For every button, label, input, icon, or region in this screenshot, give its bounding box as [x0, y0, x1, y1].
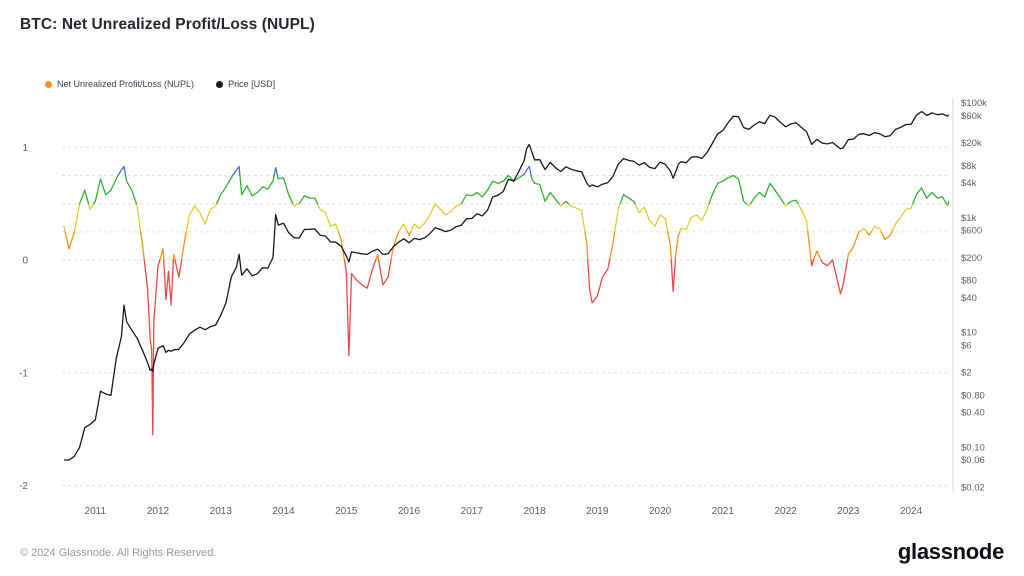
x-axis-tick: 2022 — [774, 506, 797, 517]
right-axis-tick: $10 — [961, 328, 977, 339]
legend-label: Net Unrealized Profit/Loss (NUPL) — [57, 79, 195, 89]
right-axis-tick: $0.06 — [961, 455, 985, 466]
x-axis-tick: 2016 — [398, 506, 421, 517]
nupl-line — [78, 174, 950, 205]
right-axis-tick: $2 — [961, 368, 972, 379]
right-axis-tick: $40 — [961, 293, 977, 304]
x-axis-tick: 2011 — [85, 506, 107, 517]
legend-item[interactable]: Price [USD] — [216, 79, 275, 89]
legend-label: Price [USD] — [228, 79, 276, 89]
x-axis-tick: 2021 — [712, 506, 735, 517]
x-axis-tick: 2012 — [147, 506, 170, 517]
x-axis-tick: 2019 — [586, 506, 609, 517]
left-axis-tick: -2 — [19, 481, 28, 492]
plot-area[interactable] — [62, 100, 950, 490]
right-axis-tick: $80 — [961, 276, 977, 287]
page-title: BTC: Net Unrealized Profit/Loss (NUPL) — [20, 16, 315, 33]
right-axis-tick: $20k — [961, 138, 982, 149]
right-axis-tick: $4k — [961, 178, 977, 189]
nupl-line — [64, 231, 893, 261]
price-line — [63, 110, 950, 461]
nupl-line — [63, 203, 949, 233]
right-axis-tick: $100k — [961, 98, 987, 109]
x-axis-tick: 2023 — [837, 506, 860, 517]
copyright-text: © 2024 Glassnode. All Rights Reserved. — [20, 547, 217, 559]
x-axis-tick: 2018 — [523, 506, 546, 517]
left-axis-tick: 0 — [22, 256, 28, 267]
x-axis-tick: 2014 — [272, 506, 295, 517]
right-axis-tick: $0.10 — [961, 442, 985, 453]
right-axis-tick: $0.02 — [961, 482, 985, 493]
legend-item[interactable]: Net Unrealized Profit/Loss (NUPL) — [45, 79, 194, 89]
nupl-line — [117, 165, 532, 177]
x-axis-tick: 2024 — [900, 506, 923, 517]
right-axis-tick: $0.40 — [961, 408, 985, 419]
right-axis-tick: $60k — [961, 111, 982, 122]
right-axis-tick: $6 — [961, 340, 972, 351]
legend-dot-icon — [45, 80, 52, 88]
glassnode-logo: glassnode — [897, 539, 1004, 564]
left-axis-tick: -1 — [19, 368, 28, 379]
right-axis-tick: $0.80 — [961, 391, 985, 402]
x-axis-tick: 2015 — [335, 506, 358, 517]
x-axis-tick: 2017 — [461, 506, 484, 517]
right-axis-tick: $600 — [961, 226, 982, 237]
x-axis-tick: 2020 — [649, 506, 672, 517]
right-axis-tick: $8k — [961, 161, 977, 172]
x-axis-tick: 2013 — [210, 506, 233, 517]
right-axis-tick: $200 — [961, 253, 982, 264]
right-axis-tick: $1k — [961, 213, 977, 224]
left-axis-tick: 1 — [22, 143, 28, 154]
legend: Net Unrealized Profit/Loss (NUPL) Price [… — [45, 79, 275, 89]
nupl-line — [143, 259, 849, 436]
legend-dot-icon — [216, 80, 224, 88]
